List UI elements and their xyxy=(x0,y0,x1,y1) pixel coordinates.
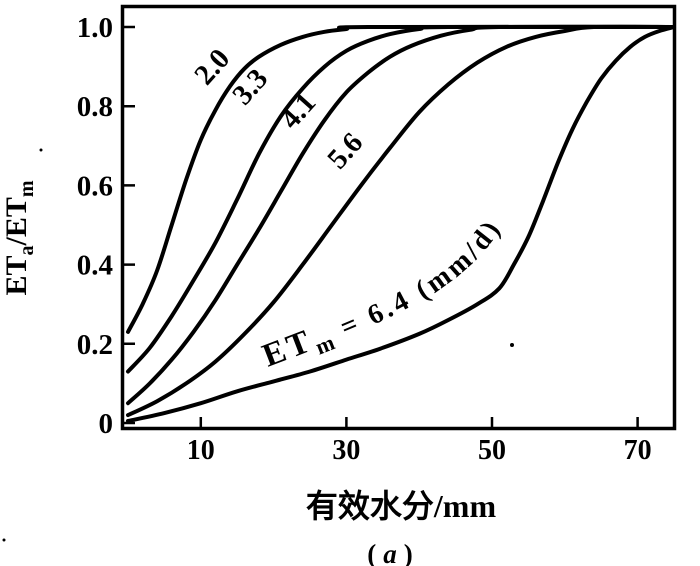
x-tick-label-30: 30 xyxy=(332,435,360,466)
y-tick-label-0: 0 xyxy=(99,408,114,440)
scan-artifact-dot xyxy=(2,538,6,542)
y-tick-label-0.6: 0.6 xyxy=(77,170,113,202)
plot-frame xyxy=(120,4,677,431)
x-tick-label-10: 10 xyxy=(187,435,215,466)
axis-tick-marks xyxy=(124,25,639,427)
y-tick-label-0.8: 0.8 xyxy=(77,91,113,123)
y-tick-label-0.4: 0.4 xyxy=(77,250,113,282)
curve-etm-6.4 xyxy=(126,25,676,423)
y-tick-label-1.0: 1.0 xyxy=(77,12,113,44)
subfigure-caption: (a) xyxy=(367,539,413,566)
x-tick-label-50: 50 xyxy=(478,435,506,466)
y-axis-title: ETa/ETm xyxy=(0,180,38,295)
curve-etm-5.6 xyxy=(126,24,676,418)
curve-label-4.1: 4.1 xyxy=(274,87,322,135)
curve-label-3.3: 3.3 xyxy=(226,63,274,111)
scan-artifact-dot xyxy=(39,148,43,152)
x-tick-label-70: 70 xyxy=(624,435,652,466)
curve-etm-3.3 xyxy=(126,24,676,374)
curve-label-etm-6.4: ETm= 6.4 (mm/d) xyxy=(258,213,509,374)
curve-etm-2.0 xyxy=(126,24,676,334)
y-tick-label-0.2: 0.2 xyxy=(77,329,113,361)
curve-etm-4.1 xyxy=(126,24,676,406)
curve-label-5.6: 5.6 xyxy=(321,127,369,175)
x-axis-title: 有效水分/mm xyxy=(306,488,497,524)
curve-label-2.0: 2.0 xyxy=(188,43,236,91)
scan-artifact-dot xyxy=(510,343,514,347)
